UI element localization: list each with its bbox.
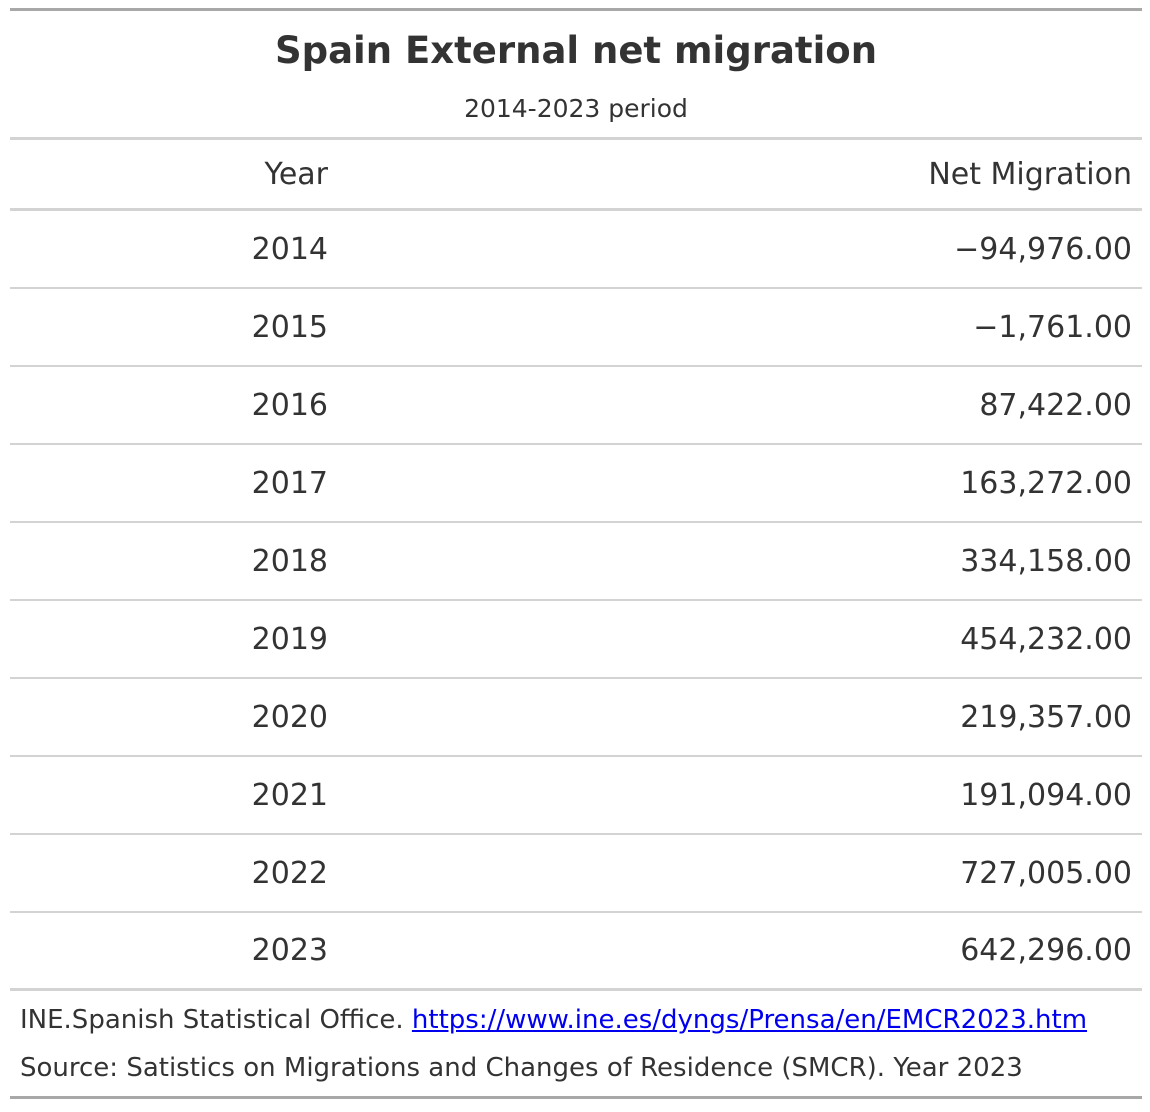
year-cell: 2020 bbox=[251, 699, 328, 735]
table-row: 2016 87,422.00 bbox=[10, 367, 1142, 445]
column-header-row: Year Net Migration bbox=[10, 140, 1142, 208]
year-cell: 2017 bbox=[251, 465, 328, 501]
table-top-border bbox=[10, 8, 1142, 11]
net-migration-cell: 334,158.00 bbox=[960, 543, 1132, 579]
data-table: Spain External net migration 2014-2023 p… bbox=[10, 8, 1142, 1099]
source-organization: INE.Spanish Statistical Office. bbox=[20, 1005, 404, 1035]
table-footer: INE.Spanish Statistical Office. https://… bbox=[10, 991, 1142, 1096]
table-row: 2015 −1,761.00 bbox=[10, 289, 1142, 367]
net-migration-cell: −1,761.00 bbox=[973, 309, 1132, 345]
header-bottom-border bbox=[10, 208, 1142, 211]
column-header-year: Year bbox=[264, 156, 328, 192]
year-cell: 2021 bbox=[251, 777, 328, 813]
table-body: 2014 −94,976.00 2015 −1,761.00 2016 87,422.00… bbox=[10, 211, 1142, 991]
net-migration-cell: 191,094.00 bbox=[960, 777, 1132, 813]
table-title: Spain External net migration bbox=[274, 29, 878, 72]
net-migration-cell: 727,005.00 bbox=[960, 855, 1132, 891]
table-row: 2014 −94,976.00 bbox=[10, 211, 1142, 289]
table-bottom-border bbox=[10, 1096, 1142, 1099]
year-cell: 2016 bbox=[251, 387, 328, 423]
net-migration-cell: 642,296.00 bbox=[960, 933, 1132, 968]
header-top-border bbox=[10, 137, 1142, 140]
net-migration-cell: 219,357.00 bbox=[960, 699, 1132, 735]
table-row: 2021 191,094.00 bbox=[10, 757, 1142, 835]
table-row: 2022 727,005.00 bbox=[10, 835, 1142, 913]
source-link[interactable]: https://www.ine.es/dyngs/Prensa/en/EMCR2… bbox=[411, 1005, 1088, 1035]
table-row: 2023 642,296.00 bbox=[10, 913, 1142, 991]
net-migration-cell: 87,422.00 bbox=[979, 387, 1132, 423]
net-migration-cell: 163,272.00 bbox=[960, 465, 1132, 501]
source-note: Source: Satistics on Migrations and Chan… bbox=[20, 1053, 1023, 1083]
year-cell: 2015 bbox=[251, 309, 328, 345]
table-row: 2017 163,272.00 bbox=[10, 445, 1142, 523]
year-cell: 2018 bbox=[251, 543, 328, 579]
table-row: 2019 454,232.00 bbox=[10, 601, 1142, 679]
source-line: INE.Spanish Statistical Office. https://… bbox=[20, 991, 1132, 1044]
table-row: 2020 219,357.00 bbox=[10, 679, 1142, 757]
net-migration-cell: 454,232.00 bbox=[960, 621, 1132, 657]
table-subtitle: 2014-2023 period bbox=[464, 94, 688, 123]
year-cell: 2023 bbox=[251, 933, 328, 968]
year-cell: 2014 bbox=[251, 231, 328, 267]
net-migration-cell: −94,976.00 bbox=[954, 231, 1132, 267]
year-cell: 2022 bbox=[251, 855, 328, 891]
column-header-net-migration: Net Migration bbox=[928, 156, 1132, 192]
table-row: 2018 334,158.00 bbox=[10, 523, 1142, 601]
year-cell: 2019 bbox=[251, 621, 328, 657]
